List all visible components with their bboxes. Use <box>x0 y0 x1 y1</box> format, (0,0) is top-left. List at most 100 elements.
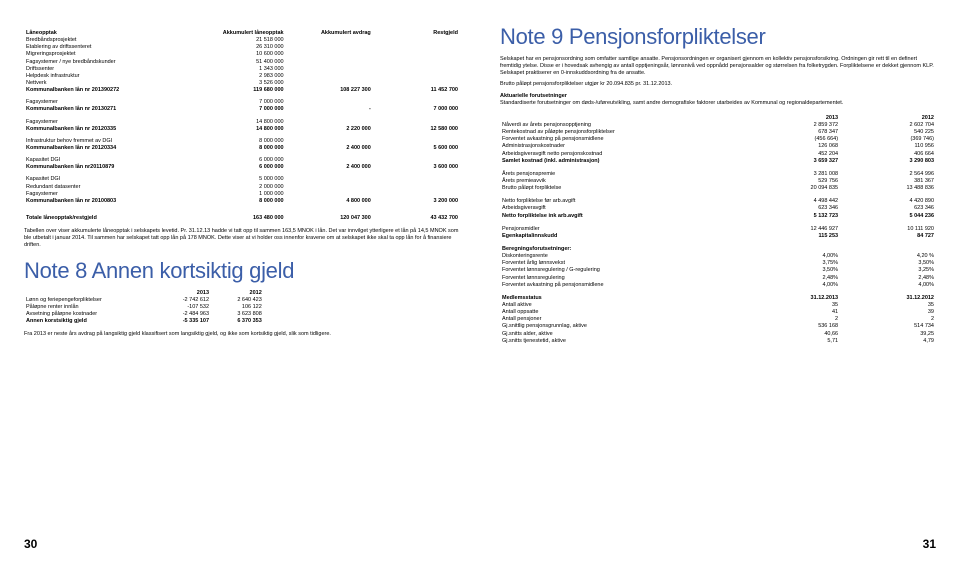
pension-total-v1: 5 132 723 <box>744 213 840 220</box>
loan-row-v1: 26 310 000 <box>198 44 285 51</box>
pension-row-v2: 4 420 890 <box>840 198 936 205</box>
loan-hdr-2: Akkumulert avdrag <box>286 30 373 37</box>
pension-row-label: Pensjonsmidler <box>500 226 744 233</box>
loan-row-label: Fagsystemer <box>24 191 198 198</box>
loan-block-total-label: Kommunalbanken lån nr 20100803 <box>24 198 198 205</box>
loan-row-v3 <box>373 119 460 126</box>
loan-row-label: Driftssenter <box>24 66 198 73</box>
note8-title: Note 8 Annen kortsiktig gjeld <box>24 258 460 284</box>
page-right: Note 9 Pensjonsforpliktelser Selskapet h… <box>480 0 960 561</box>
page-num-left: 30 <box>24 537 37 551</box>
loan-row-v3 <box>373 99 460 106</box>
loan-row-v3 <box>373 59 460 66</box>
loan-block-total-v3: 3 200 000 <box>373 198 460 205</box>
pension-intro1: Selskapet har en pensjonsordning som omf… <box>500 56 936 77</box>
loan-row-label: Fagsystemer <box>24 119 198 126</box>
loan-footnote: Tabellen over viser akkumulerte låneoppt… <box>24 228 460 249</box>
loan-row-label: Bredbåndsprosjektet <box>24 37 198 44</box>
pension-row-v1: (456 664) <box>744 136 840 143</box>
pension-row-label: Gj.snitts tjenestetid, aktive <box>500 338 744 345</box>
loan-row-v2 <box>286 176 373 183</box>
loan-row-v1: 14 800 000 <box>198 119 285 126</box>
pension-row-label: Arbeidsgiveravgift netto pensjonskostnad <box>500 151 744 158</box>
loan-row-label: Helpdesk infrastruktur <box>24 73 198 80</box>
pension-row-v1: 3,50% <box>744 267 840 274</box>
pension-row-v2: (369 746) <box>840 136 936 143</box>
pension-row-label: Antall oppsatte <box>500 309 744 316</box>
pension-row-v2: 406 664 <box>840 151 936 158</box>
loan-row-v1: 21 518 000 <box>198 37 285 44</box>
loan-row-v1: 5 000 000 <box>198 176 285 183</box>
loan-block-total-v3: 5 600 000 <box>373 145 460 152</box>
pension-row-v1: 126 068 <box>744 143 840 150</box>
pension-intro3-h: Aktuarielle forutsetninger <box>500 93 936 100</box>
page-num-right: 31 <box>923 537 936 551</box>
short-row-label: Påløpne renter innlån <box>24 304 158 311</box>
member-hdr-2: 31.12.2012 <box>840 295 936 302</box>
loan-block-total-v1: 119 680 000 <box>198 87 285 94</box>
loan-row-v2 <box>286 184 373 191</box>
loan-row-v2 <box>286 59 373 66</box>
pension-row-v2: 13 488 836 <box>840 185 936 192</box>
pension-row-label: Forventet avkastning på pensjonsmidlene <box>500 136 744 143</box>
pension-row-label: Forventet lønnsregulering <box>500 275 744 282</box>
loan-block-total-v1: 6 000 000 <box>198 164 285 171</box>
pension-row-v2: 4,00% <box>840 282 936 289</box>
loan-row-v3 <box>373 66 460 73</box>
loan-row-v3 <box>373 44 460 51</box>
pension-total-v1: 115 253 <box>744 233 840 240</box>
short-debt-table: 2013 2012 Lønn og feriepengeforpliktelse… <box>24 290 264 326</box>
loan-block-total-label: Kommunalbanken lån nr 20130271 <box>24 106 198 113</box>
note9-title: Note 9 Pensjonsforpliktelser <box>500 24 936 50</box>
pension-total-v2: 5 044 236 <box>840 213 936 220</box>
loan-row-v1: 10 600 000 <box>198 51 285 58</box>
member-hdr-0: Medlemsstatus <box>500 295 744 302</box>
short-row-label: Avsetning påløpne kostnader <box>24 311 158 318</box>
loan-row-v2 <box>286 157 373 164</box>
short-total-2: 6 370 353 <box>211 318 264 325</box>
pension-row-v1: 2,48% <box>744 275 840 282</box>
loan-row-v3 <box>373 51 460 58</box>
pension-total-label: Netto forpliktelse ink arb.avgift <box>500 213 744 220</box>
pension-row-v1: 4,00% <box>744 282 840 289</box>
loan-row-v3 <box>373 191 460 198</box>
pension-row-label: Netto forpliktelse før arb.avgift <box>500 198 744 205</box>
pension-row-v1: 3,75% <box>744 260 840 267</box>
loan-row-v3 <box>373 176 460 183</box>
loan-row-v1: 51 400 000 <box>198 59 285 66</box>
loan-block-total-v2: - <box>286 106 373 113</box>
loan-row-v2 <box>286 119 373 126</box>
short-hdr-1: 2013 <box>158 290 211 297</box>
loan-row-v2 <box>286 138 373 145</box>
pension-row-v1: 2 <box>744 316 840 323</box>
pension-row-v2: 10 111 920 <box>840 226 936 233</box>
pension-row-v2: 381 367 <box>840 178 936 185</box>
pension-row-v2: 540 225 <box>840 129 936 136</box>
pension-row-v1: 5,71 <box>744 338 840 345</box>
loan-block-total-v3: 3 600 000 <box>373 164 460 171</box>
pension-row-label: Administrasjonskostnader <box>500 143 744 150</box>
loan-row-label: Fagsystemer / nye bredbåndskunder <box>24 59 198 66</box>
pension-row-v1: 536 168 <box>744 323 840 330</box>
pension-row-label: Arbeidsgiveravgift <box>500 205 744 212</box>
loan-row-v3 <box>373 73 460 80</box>
short-row-label: Lønn og feriepengeforpliktelser <box>24 297 158 304</box>
loan-row-v1: 8 000 000 <box>198 138 285 145</box>
pension-total-v2: 3 290 803 <box>840 158 936 165</box>
loan-row-v2 <box>286 73 373 80</box>
short-row-v1: -107 532 <box>158 304 211 311</box>
loan-row-label: Redundant datasenter <box>24 184 198 191</box>
pension-hdr-2: 2012 <box>840 115 936 122</box>
loan-block-total-v3: 7 000 000 <box>373 106 460 113</box>
pension-row-v2: 3,25% <box>840 267 936 274</box>
loan-block-total-v1: 7 000 000 <box>198 106 285 113</box>
assumptions-header: Beregningsforutsetninger: <box>500 246 744 253</box>
pension-row-label: Forventet lønnsregulering / G-regulering <box>500 267 744 274</box>
loan-row-v1: 2 983 000 <box>198 73 285 80</box>
short-total-1: -5 335 107 <box>158 318 211 325</box>
loan-row-v2 <box>286 37 373 44</box>
loan-block-total-v3: 12 580 000 <box>373 126 460 133</box>
pension-row-v1: 35 <box>744 302 840 309</box>
pension-row-v1: 12 446 927 <box>744 226 840 233</box>
pension-row-v1: 2 859 372 <box>744 122 840 129</box>
